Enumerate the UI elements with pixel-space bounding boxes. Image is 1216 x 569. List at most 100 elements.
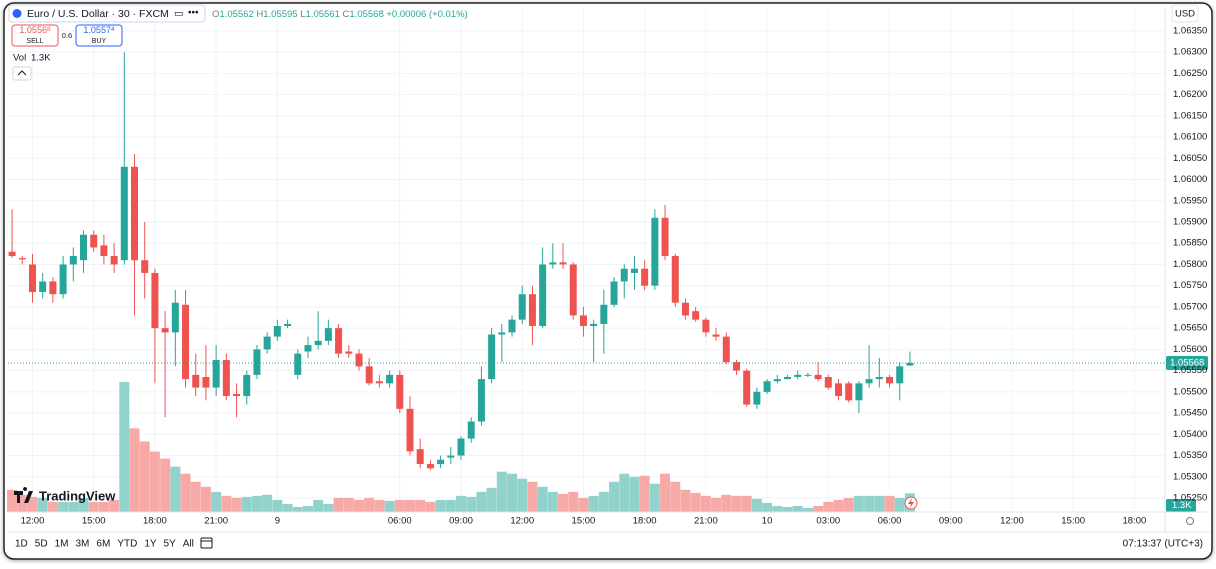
candle-body — [49, 281, 57, 295]
candle-body — [324, 328, 332, 341]
collapse-button[interactable] — [12, 66, 32, 81]
range-button[interactable]: All — [183, 539, 194, 550]
candle-body — [845, 383, 853, 401]
candle-body — [406, 408, 414, 452]
range-button[interactable]: 5Y — [164, 539, 177, 550]
y-tick-label: 1.06300 — [1173, 47, 1207, 58]
range-toolbar: 1D 5D 1M 3M 6M YTD 1Y 5Y All — [15, 539, 194, 550]
volume-bar — [568, 491, 579, 512]
volume-bar — [802, 507, 813, 512]
buy-button[interactable] — [75, 24, 123, 47]
logo-mark — [14, 487, 33, 503]
volume-bar — [78, 497, 89, 512]
buy-pip: 4 — [111, 26, 115, 33]
more-icon[interactable]: ••• — [188, 8, 199, 19]
volume-label: 1.3K — [1172, 500, 1192, 511]
range-button[interactable]: 1M — [55, 539, 69, 550]
ohlc-letter: L — [300, 9, 305, 20]
candle-body — [284, 323, 292, 327]
y-tick-label: 1.05400 — [1173, 429, 1207, 440]
range-button[interactable]: 6M — [96, 539, 110, 550]
volume-bar — [537, 486, 548, 512]
volume-bar — [894, 497, 905, 512]
eye-icon[interactable]: ▭ — [174, 9, 183, 20]
volume-bar — [323, 503, 334, 512]
ohlc-letter: C — [343, 9, 350, 20]
currency: USD — [1175, 9, 1195, 20]
y-tick-label: 1.05700 — [1173, 301, 1207, 312]
volume-bar — [507, 473, 518, 512]
volume-bar — [88, 501, 99, 512]
candle-body — [447, 455, 455, 458]
volume-bar — [813, 505, 824, 512]
clock: 07:13:37 (UTC+3) — [1123, 539, 1203, 550]
volume-bar — [384, 500, 395, 512]
candle-body — [794, 374, 802, 377]
ohlc-value: 1.05562 — [219, 9, 253, 20]
y-tick-label: 1.05500 — [1173, 386, 1207, 397]
candle-body — [222, 359, 230, 397]
y-tick-label: 1.06200 — [1173, 89, 1207, 100]
range-button[interactable]: 3M — [76, 539, 90, 550]
volume-bar — [486, 487, 497, 512]
ohlc-value: 1.05568 — [349, 9, 383, 20]
x-tick-label: 12:00 — [21, 516, 45, 527]
candle-body — [467, 421, 475, 439]
candle-body — [426, 464, 434, 469]
candle-body — [28, 264, 36, 293]
candle-body — [18, 258, 26, 260]
volume-bar — [221, 495, 232, 512]
collapse-icon — [17, 70, 27, 76]
ohlc-letter: O — [212, 9, 219, 20]
candle-body — [243, 374, 251, 397]
range-button[interactable]: YTD — [117, 539, 137, 550]
volume-bar — [884, 495, 895, 512]
volume-bar — [333, 497, 344, 512]
volume-bar — [456, 495, 467, 512]
volume-bar — [343, 497, 354, 512]
candle-body — [120, 166, 128, 261]
volume-bar — [772, 505, 783, 512]
buy-price: 1.05574 — [83, 25, 115, 35]
range-button[interactable]: 1D — [15, 539, 28, 550]
volume-bar — [68, 501, 79, 512]
volume-bar — [864, 495, 875, 512]
candle-body — [528, 294, 536, 327]
change-value: +0.00006 (+0.01%) — [386, 9, 467, 20]
candle-body — [875, 376, 883, 380]
volume-bar — [109, 499, 120, 512]
y-tick-label: 1.05800 — [1173, 259, 1207, 270]
candle-body — [559, 262, 567, 265]
candle-body — [579, 315, 587, 327]
y-tick-label: 1.05550 — [1173, 365, 1207, 376]
volume-bar — [272, 499, 283, 512]
candle-body — [641, 268, 649, 286]
candle-body — [855, 383, 863, 401]
range-button[interactable]: 5D — [35, 539, 48, 550]
volume-bar — [170, 466, 181, 512]
candle-body — [141, 260, 149, 273]
sell-label: SELL — [26, 38, 43, 45]
range-button[interactable]: 1Y — [144, 539, 157, 550]
symbol-box[interactable] — [8, 4, 206, 23]
sell-button[interactable] — [11, 24, 59, 47]
x-tick-label: 18:00 — [143, 516, 167, 527]
y-tick-label: 1.05600 — [1173, 344, 1207, 355]
candle-body — [131, 166, 139, 261]
candle-body — [212, 359, 220, 388]
volume-bar — [302, 505, 313, 512]
volume-bar — [588, 495, 599, 512]
volume-bar — [496, 471, 507, 512]
volume-bar — [149, 451, 160, 512]
candle-body — [100, 245, 108, 256]
calendar-icon[interactable] — [200, 537, 213, 549]
candle-body — [722, 336, 730, 363]
currency-box[interactable] — [1171, 4, 1199, 23]
candle-body — [743, 370, 751, 405]
grid-layer — [8, 8, 1165, 512]
candle-body — [192, 374, 200, 388]
candle-body — [151, 272, 159, 329]
volume-bar — [741, 495, 752, 512]
settings-icon[interactable] — [1186, 517, 1194, 525]
